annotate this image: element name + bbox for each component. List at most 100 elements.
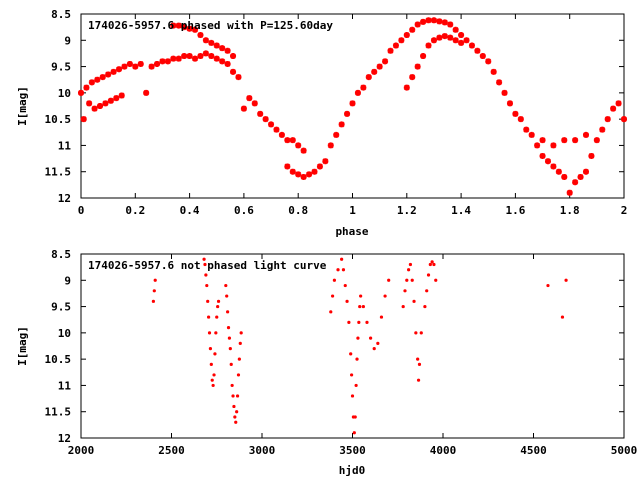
unphased-data-point [330,294,335,298]
phased-data-point [452,37,459,44]
unphased-data-point [369,336,373,340]
unphased-data-point [231,394,235,398]
unphased-y-axis-label: I[mag] [16,326,29,366]
phased-data-point [490,68,497,75]
phased-data-point [409,26,416,33]
unphased-data-point [350,394,355,398]
phased-x-tick-label: 1.6 [505,204,525,217]
unphased-data-point [204,273,208,277]
unphased-data-points [151,257,568,435]
unphased-data-point [546,283,550,288]
unphased-data-point [332,278,336,282]
unphased-data-point [361,304,365,309]
phased-data-point [300,173,307,180]
phased-y-tick-label: 9 [64,34,71,47]
phased-data-point [284,163,291,170]
unphased-data-point [425,289,429,293]
phased-x-tick-label: 0.8 [288,204,308,217]
phased-x-axis-label: phase [335,225,368,238]
phased-data-point [192,55,199,62]
unphased-data-point [226,326,231,330]
phased-x-tick-label: 1.8 [560,204,580,217]
phased-data-point [99,74,106,81]
phased-x-tick-label: 0 [78,204,85,217]
unphased-x-axis-label: hjd0 [339,464,366,477]
phased-data-point [441,19,448,26]
phased-data-point [566,189,573,196]
unphased-data-point [355,357,359,361]
unphased-data-point [234,420,238,424]
phased-data-point [371,68,378,75]
phased-x-tick-label: 1 [349,204,356,217]
unphased-data-point [212,373,216,377]
unphased-data-point [213,352,217,356]
phased-data-point [278,131,285,138]
phased-x-tick-label: 0.6 [234,204,254,217]
phased-data-point [148,63,155,70]
phased-data-point [436,34,443,41]
phased-data-point [468,42,475,49]
phased-data-point [572,179,579,186]
phased-data-point [420,53,427,60]
unphased-data-point [353,415,357,419]
phased-data-point [86,100,93,107]
phased-data-point [376,63,383,70]
phased-data-point [414,63,421,70]
unphased-data-point [358,304,362,309]
unphased-data-point [232,404,236,409]
unphased-data-point [224,283,228,288]
unphased-data-point [237,357,241,361]
phased-data-point [97,103,104,109]
phased-data-point [284,137,291,144]
phased-data-point [593,137,600,144]
unphased-data-point [365,320,369,324]
unphased-data-point [216,304,220,309]
phased-y-tick-label: 12 [58,192,71,205]
phased-chart-title: 174026-5957.6 phased with P=125.60day [88,19,333,32]
phased-data-point [94,76,101,83]
phased-data-point [186,53,193,60]
phased-y-tick-label: 9.5 [51,61,71,74]
phased-data-point [436,18,443,25]
phased-data-point [316,163,323,170]
phased-data-point [599,126,606,133]
unphased-data-point [387,278,391,282]
phased-data-point [561,173,568,180]
phased-data-point [208,53,215,60]
phased-data-point [621,116,627,123]
unphased-data-point [151,299,155,303]
phased-data-point [132,63,139,70]
unphased-data-point [401,304,405,309]
unphased-data-point [226,310,230,314]
unphased-data-point [202,257,206,261]
phased-data-point [110,68,117,75]
phased-data-point [230,53,237,60]
phased-data-point [202,37,209,44]
phased-data-point [534,142,541,149]
unphased-data-point [417,362,422,366]
phased-data-point [333,131,340,138]
unphased-data-point [564,278,568,282]
unphased-data-point [341,268,346,272]
phased-data-point [441,33,448,40]
unphased-data-point [207,315,211,319]
phased-y-axis-label: I[mag] [16,86,29,126]
phased-data-point [88,79,95,86]
unphased-data-point [329,310,333,314]
phased-data-point [175,55,182,62]
phased-data-point [523,126,530,133]
unphased-y-tick-label: 12 [58,432,71,445]
unphased-data-point [359,294,363,298]
phased-x-tick-label: 1.4 [451,204,471,217]
phased-data-point [360,84,367,91]
phased-data-point [295,171,302,178]
phased-data-point [506,100,513,107]
unphased-data-point [229,362,233,366]
phased-data-point [458,39,465,46]
phased-data-point [349,100,356,107]
phased-data-point [539,152,546,159]
phased-data-point [517,116,524,123]
phased-data-point [300,147,307,154]
unphased-data-point [403,289,407,293]
unphased-x-ticks: 2000 2500 3000 3500 4000 4500 5000 [68,254,637,457]
